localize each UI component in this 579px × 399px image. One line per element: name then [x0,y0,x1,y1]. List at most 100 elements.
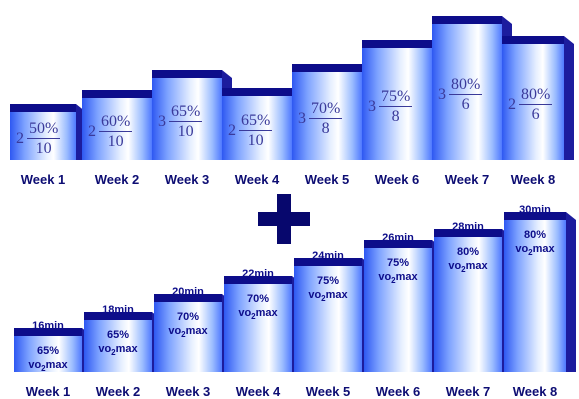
vo2-text: vo [448,260,462,272]
interval-minutes: 8 [321,120,330,137]
intensity-label: 75% vo2max [298,274,358,306]
intensity-label: 70% vo2max [228,292,288,324]
bottom-step-bar: 65% vo2max [84,312,162,372]
intensity-label: 75% vo2max [368,256,428,288]
plus-icon-vertical-stroke [277,194,291,244]
vo2-max-text: max [325,289,348,301]
vo2-max-text: max [465,260,488,272]
vo2-subscript: 2 [181,330,186,340]
top-step-bar-side [76,104,86,160]
vo2-max-text: max [395,271,418,283]
fraction: 65% 10 [239,112,273,150]
week-label: Week 3 [165,384,211,399]
intensity-percent: 60% [99,113,133,132]
reps-count: 3 [368,98,376,115]
vo2-subscript: 2 [251,312,256,322]
reps-count: 2 [16,130,24,147]
week-label: Week 5 [304,172,350,187]
week-label: Week 2 [95,384,141,399]
vo2max-label: vo2max [505,242,565,260]
top-step-bar-face [432,24,502,160]
reps-count: 3 [438,86,446,103]
vo2-max-text: max [115,343,138,355]
vo2-text: vo [168,325,182,337]
interval-fraction: 2 80% 6 [508,86,553,124]
interval-fraction: 3 65% 10 [158,103,203,141]
bottom-step-bar-face [224,284,292,372]
top-step-bar: 2 65% 10 [222,88,302,160]
top-step-bar-face [10,112,76,160]
top-step-bar-top-edge [292,64,362,72]
reps-count: 2 [228,122,236,139]
bottom-step-bar-top-edge [84,312,152,320]
vo2max-label: vo2max [158,324,218,342]
intensity-percent: 70% [176,311,200,323]
interval-fraction: 3 70% 8 [298,100,343,138]
top-step-bar-face [222,96,292,160]
fraction: 80% 6 [519,86,553,124]
reps-count: 3 [298,110,306,127]
bottom-step-bar: 70% vo2max [224,276,302,372]
week-label: Week 7 [444,172,490,187]
interval-minutes: 10 [35,140,52,157]
intensity-percent: 80% [449,76,483,95]
top-step-bar: 2 60% 10 [82,90,162,160]
vo2-subscript: 2 [321,294,326,304]
intensity-percent: 80% [523,229,547,241]
top-step-bar-top-edge [502,36,564,44]
interval-fraction: 2 65% 10 [228,112,273,150]
bottom-step-bar: 75% vo2max [294,258,372,372]
week-label: Week 7 [445,384,491,399]
week-label: Week 6 [374,172,420,187]
week-label: Week 3 [164,172,210,187]
vo2-max-text: max [532,243,555,255]
intensity-percent: 50% [27,120,61,139]
bottom-step-bar-face [14,336,82,372]
intensity-percent: 80% [519,86,553,105]
vo2-subscript: 2 [41,364,46,374]
intensity-percent: 75% [386,257,410,269]
vo2-max-text: max [255,307,278,319]
interval-minutes: 10 [247,132,264,149]
week-label: Week 1 [20,172,66,187]
intensity-percent: 65% [106,329,130,341]
bottom-step-bar-top-edge [154,294,222,302]
vo2max-label: vo2max [438,259,498,277]
top-step-bar-top-edge [362,40,432,48]
week-label: Week 4 [235,384,281,399]
top-step-bar: 3 70% 8 [292,64,372,160]
bottom-step-bar-face [294,266,362,372]
intensity-percent: 75% [316,275,340,287]
intensity-percent: 80% [456,246,480,258]
bottom-step-bar: 75% vo2max [364,240,442,372]
intensity-percent: 70% [246,293,270,305]
top-step-bar-face [82,98,152,160]
vo2-text: vo [28,359,42,371]
bottom-step-bar-top-edge [224,276,292,284]
interval-fraction: 3 80% 6 [438,76,483,114]
bottom-step-bar: 65% vo2max [14,328,92,374]
top-step-bar: 2 50% 10 [10,104,86,160]
bottom-step-bar-top-edge [294,258,362,266]
bottom-step-bar: 80% vo2max [504,212,576,372]
top-step-bar: 3 80% 6 [432,16,512,160]
intensity-percent: 75% [379,88,413,107]
vo2-max-text: max [185,325,208,337]
bottom-step-bar-face [154,302,222,372]
interval-minutes: 10 [177,123,194,140]
week-label: Week 8 [512,384,558,399]
bottom-step-bar-side [566,212,576,372]
vo2max-label: vo2max [298,288,358,306]
reps-count: 3 [158,113,166,130]
top-step-bar-face [152,78,222,160]
top-step-bar-face [502,44,564,160]
top-step-bar: 3 75% 8 [362,40,442,160]
intensity-percent: 65% [36,345,60,357]
vo2-subscript: 2 [111,348,116,358]
intensity-label: 80% vo2max [505,228,565,260]
intensity-label: 70% vo2max [158,310,218,342]
bottom-step-bar-top-edge [14,328,82,336]
interval-fraction: 2 60% 10 [88,113,133,151]
fraction: 60% 10 [99,113,133,151]
